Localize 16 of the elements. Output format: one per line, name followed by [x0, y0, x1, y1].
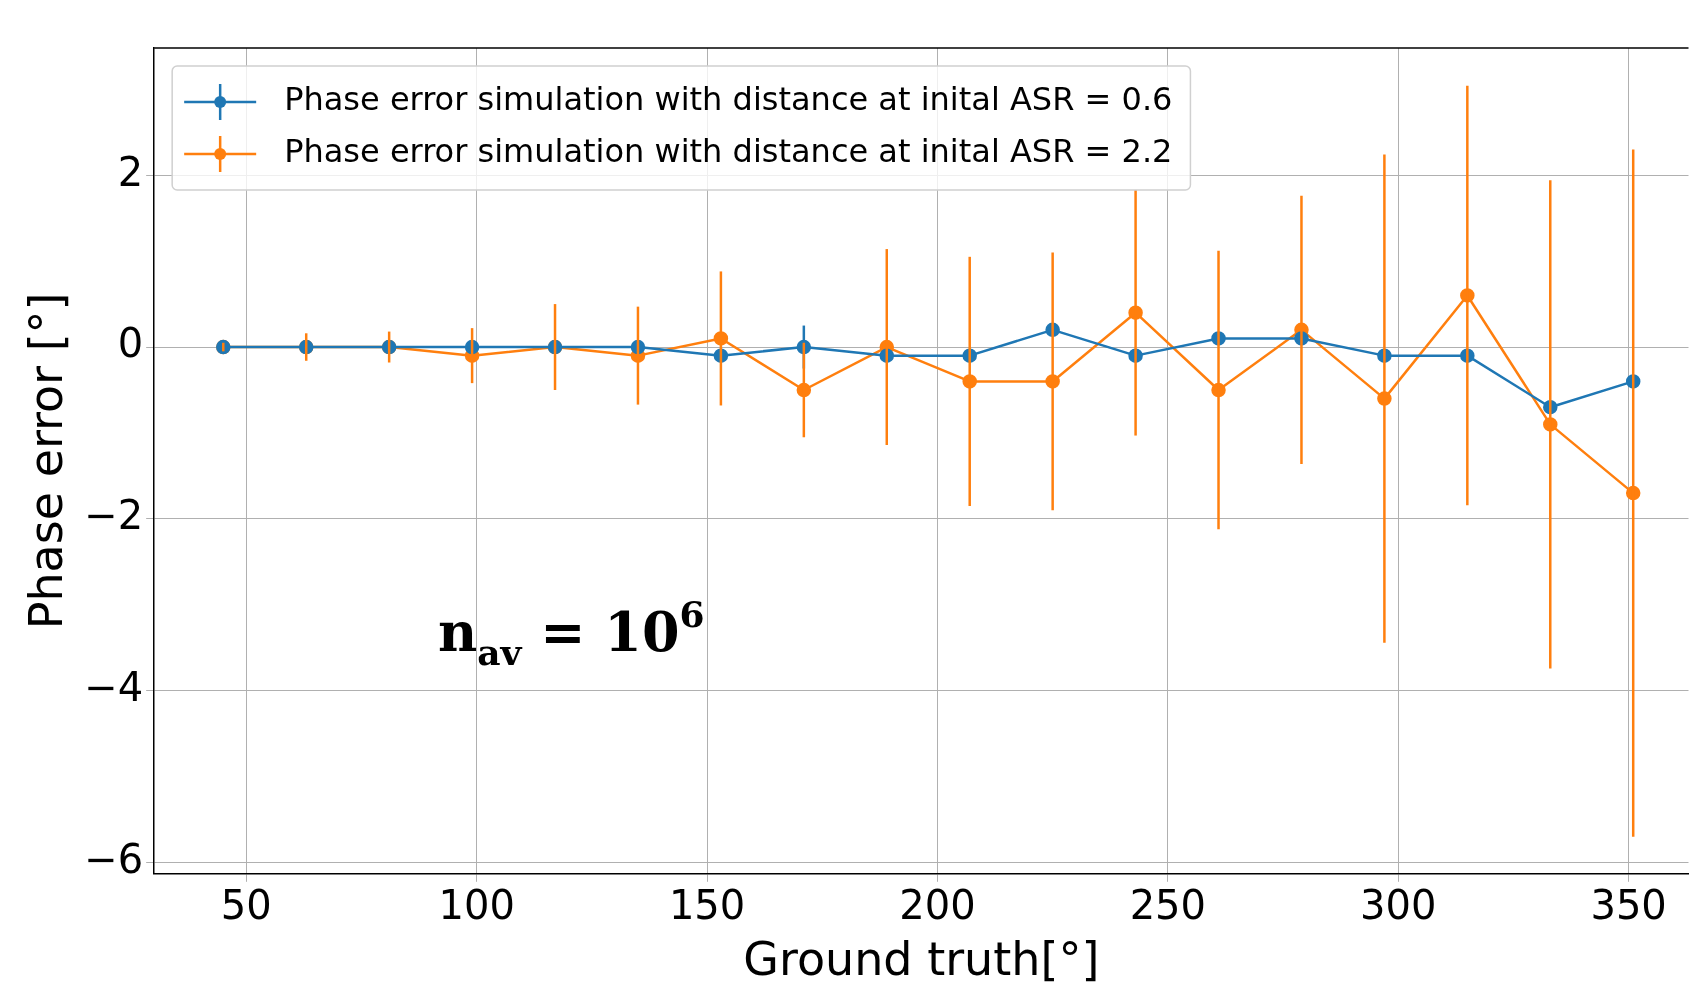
y-axis-title: Phase error [°] — [18, 292, 73, 630]
x-tick-label: 50 — [220, 882, 272, 929]
x-tick-label: 350 — [1590, 882, 1667, 929]
y-tick-label: 0 — [117, 320, 144, 367]
y-tick-label: 2 — [117, 148, 144, 195]
y-tick-label: −4 — [84, 664, 144, 711]
x-tick-label: 300 — [1360, 882, 1437, 929]
legend-label: Phase error simulation with distance at inital ASR = 0.6 — [284, 80, 1173, 119]
y-tick-label: −6 — [84, 836, 144, 883]
x-tick-label: 150 — [668, 882, 746, 929]
x-tick-label: 200 — [899, 882, 976, 929]
x-tick-label: 100 — [438, 882, 515, 929]
legend-label: Phase error simulation with distance at inital ASR = 2.2 — [284, 132, 1173, 171]
y-tick-label: −2 — [84, 492, 144, 539]
x-axis-title: Ground truth[°] — [743, 932, 1100, 987]
x-tick-label: 250 — [1129, 882, 1207, 929]
